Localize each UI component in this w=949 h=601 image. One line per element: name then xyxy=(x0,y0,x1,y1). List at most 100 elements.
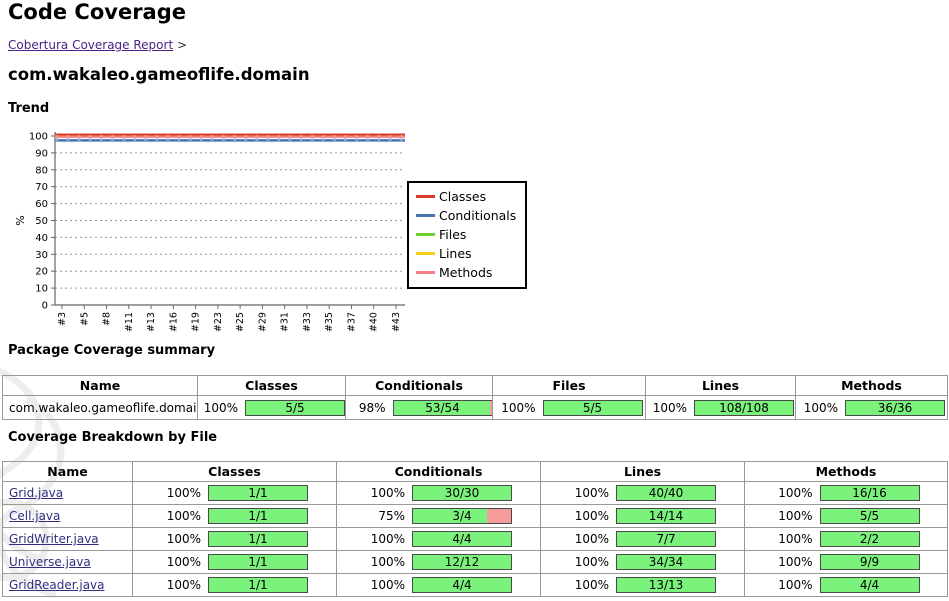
legend-item-lines: Lines xyxy=(416,244,516,263)
classes-metric: 100% 1/1 xyxy=(134,577,336,593)
coverage-bar: 4/4 xyxy=(819,577,920,593)
coverage-bar: 2/2 xyxy=(819,531,920,547)
package-coverage-summary-table: Name Classes Conditionals Files Lines Me… xyxy=(2,375,948,420)
bar-fraction: 4/4 xyxy=(859,578,880,592)
legend-label: Lines xyxy=(439,246,472,261)
bar-fraction: 12/12 xyxy=(444,555,480,569)
bar-fraction: 108/108 xyxy=(719,400,769,415)
breakdown-section-heading: Coverage Breakdown by File xyxy=(8,430,218,445)
coverage-bar: 1/1 xyxy=(208,508,308,524)
coverage-pct: 100% xyxy=(166,532,201,546)
table-row: GridReader.java 100% 1/1 100% 4/4 100% 1… xyxy=(2,573,948,597)
coverage-pct: 100% xyxy=(370,578,405,592)
legend-label: Methods xyxy=(439,265,493,280)
conditionals-metric: 75% 3/4 xyxy=(338,508,540,524)
methods-metric: 100% 4/4 xyxy=(746,577,947,593)
coverage-pct: 100% xyxy=(778,509,813,523)
bar-fraction: 1/1 xyxy=(248,555,268,569)
column-header-name: Name xyxy=(2,375,198,396)
summary-row: com.wakaleo.gameoflife.domain 100% 5/5 9… xyxy=(2,395,948,420)
coverage-bar: 5/5 xyxy=(245,399,345,416)
coverage-bar: 1/1 xyxy=(208,531,308,547)
svg-text:#35: #35 xyxy=(324,312,335,332)
coverage-bar: 108/108 xyxy=(694,399,794,416)
bar-fraction: 53/54 xyxy=(425,400,460,415)
coverage-pct: 100% xyxy=(370,532,405,546)
svg-text:#8: #8 xyxy=(102,312,113,326)
svg-text:#31: #31 xyxy=(280,312,291,332)
coverage-bar: 30/30 xyxy=(412,485,512,501)
breadcrumb-link[interactable]: Cobertura Coverage Report xyxy=(8,38,174,52)
column-header-classes: Classes xyxy=(132,461,337,482)
methods-metric: 100% 16/16 xyxy=(746,485,947,501)
bar-fraction: 34/34 xyxy=(648,555,684,569)
lines-metric: 100% 108/108 xyxy=(647,399,795,416)
coverage-bar: 14/14 xyxy=(616,508,716,524)
bar-fraction: 5/5 xyxy=(285,400,305,415)
coverage-pct: 100% xyxy=(652,400,687,415)
svg-text:20: 20 xyxy=(35,267,48,278)
coverage-pct: 100% xyxy=(203,400,238,415)
coverage-bar: 4/4 xyxy=(412,577,512,593)
coverage-bar: 36/36 xyxy=(845,399,945,416)
coverage-bar: 1/1 xyxy=(208,577,308,593)
coverage-bar: 5/5 xyxy=(819,508,920,524)
column-header-conditionals: Conditionals xyxy=(336,461,541,482)
bar-fraction: 40/40 xyxy=(648,486,684,500)
table-row: GridWriter.java 100% 1/1 100% 4/4 100% 7… xyxy=(2,527,948,551)
legend-label: Files xyxy=(439,227,467,242)
bar-fraction: 1/1 xyxy=(248,578,268,592)
file-link[interactable]: GridWriter.java xyxy=(9,532,99,546)
coverage-bar: 53/54 xyxy=(392,399,492,416)
column-header-files: Files xyxy=(492,375,646,396)
svg-text:10: 10 xyxy=(35,284,48,295)
lines-metric: 100% 13/13 xyxy=(542,577,744,593)
classes-metric: 100% 1/1 xyxy=(134,508,336,524)
column-header-classes: Classes xyxy=(197,375,346,396)
classes-metric: 100% 5/5 xyxy=(199,399,345,416)
svg-text:#16: #16 xyxy=(168,312,179,332)
coverage-pct: 75% xyxy=(378,509,405,523)
file-link[interactable]: Grid.java xyxy=(9,486,64,500)
package-title: com.wakaleo.gameoflife.domain xyxy=(8,65,310,84)
column-header-lines: Lines xyxy=(540,461,745,482)
bar-fraction: 5/5 xyxy=(582,400,603,415)
coverage-breakdown-table: Name Classes Conditionals Lines Methods … xyxy=(2,461,948,597)
coverage-bar: 12/12 xyxy=(412,554,512,570)
coverage-pct: 100% xyxy=(574,578,609,592)
coverage-bar: 1/1 xyxy=(208,554,308,570)
coverage-bar: 3/4 xyxy=(412,508,512,524)
legend-label: Conditionals xyxy=(439,208,517,223)
svg-text:100: 100 xyxy=(29,132,48,143)
svg-text:#5: #5 xyxy=(79,312,90,326)
classes-metric: 100% 1/1 xyxy=(134,554,336,570)
files-line-swatch xyxy=(416,233,435,236)
summary-section-heading: Package Coverage summary xyxy=(8,343,216,358)
files-metric: 100% 5/5 xyxy=(494,399,645,416)
svg-text:90: 90 xyxy=(35,148,48,159)
bar-fraction: 36/36 xyxy=(877,400,913,415)
breadcrumb: Cobertura Coverage Report > xyxy=(8,38,187,52)
bar-fraction: 4/4 xyxy=(452,532,472,546)
classes-metric: 100% 1/1 xyxy=(134,485,336,501)
svg-text:50: 50 xyxy=(35,216,48,227)
file-link[interactable]: Universe.java xyxy=(9,555,91,569)
svg-text:#13: #13 xyxy=(146,312,157,332)
conditionals-line-swatch xyxy=(416,214,435,217)
lines-metric: 100% 7/7 xyxy=(542,531,744,547)
bar-fraction: 7/7 xyxy=(656,532,676,546)
methods-line-swatch xyxy=(416,271,435,274)
coverage-pct: 100% xyxy=(778,532,813,546)
coverage-pct: 100% xyxy=(778,486,813,500)
file-link[interactable]: GridReader.java xyxy=(9,578,105,592)
coverage-pct: 100% xyxy=(166,486,201,500)
svg-text:40: 40 xyxy=(35,233,48,244)
package-name-cell: com.wakaleo.gameoflife.domain xyxy=(2,395,198,420)
table-row: Cell.java 100% 1/1 75% 3/4 100% 14/14 xyxy=(2,504,948,528)
legend-item-methods: Methods xyxy=(416,263,516,282)
coverage-pct: 100% xyxy=(778,578,813,592)
file-link[interactable]: Cell.java xyxy=(9,509,61,523)
lines-line-swatch xyxy=(416,252,435,255)
coverage-pct: 100% xyxy=(803,400,838,415)
